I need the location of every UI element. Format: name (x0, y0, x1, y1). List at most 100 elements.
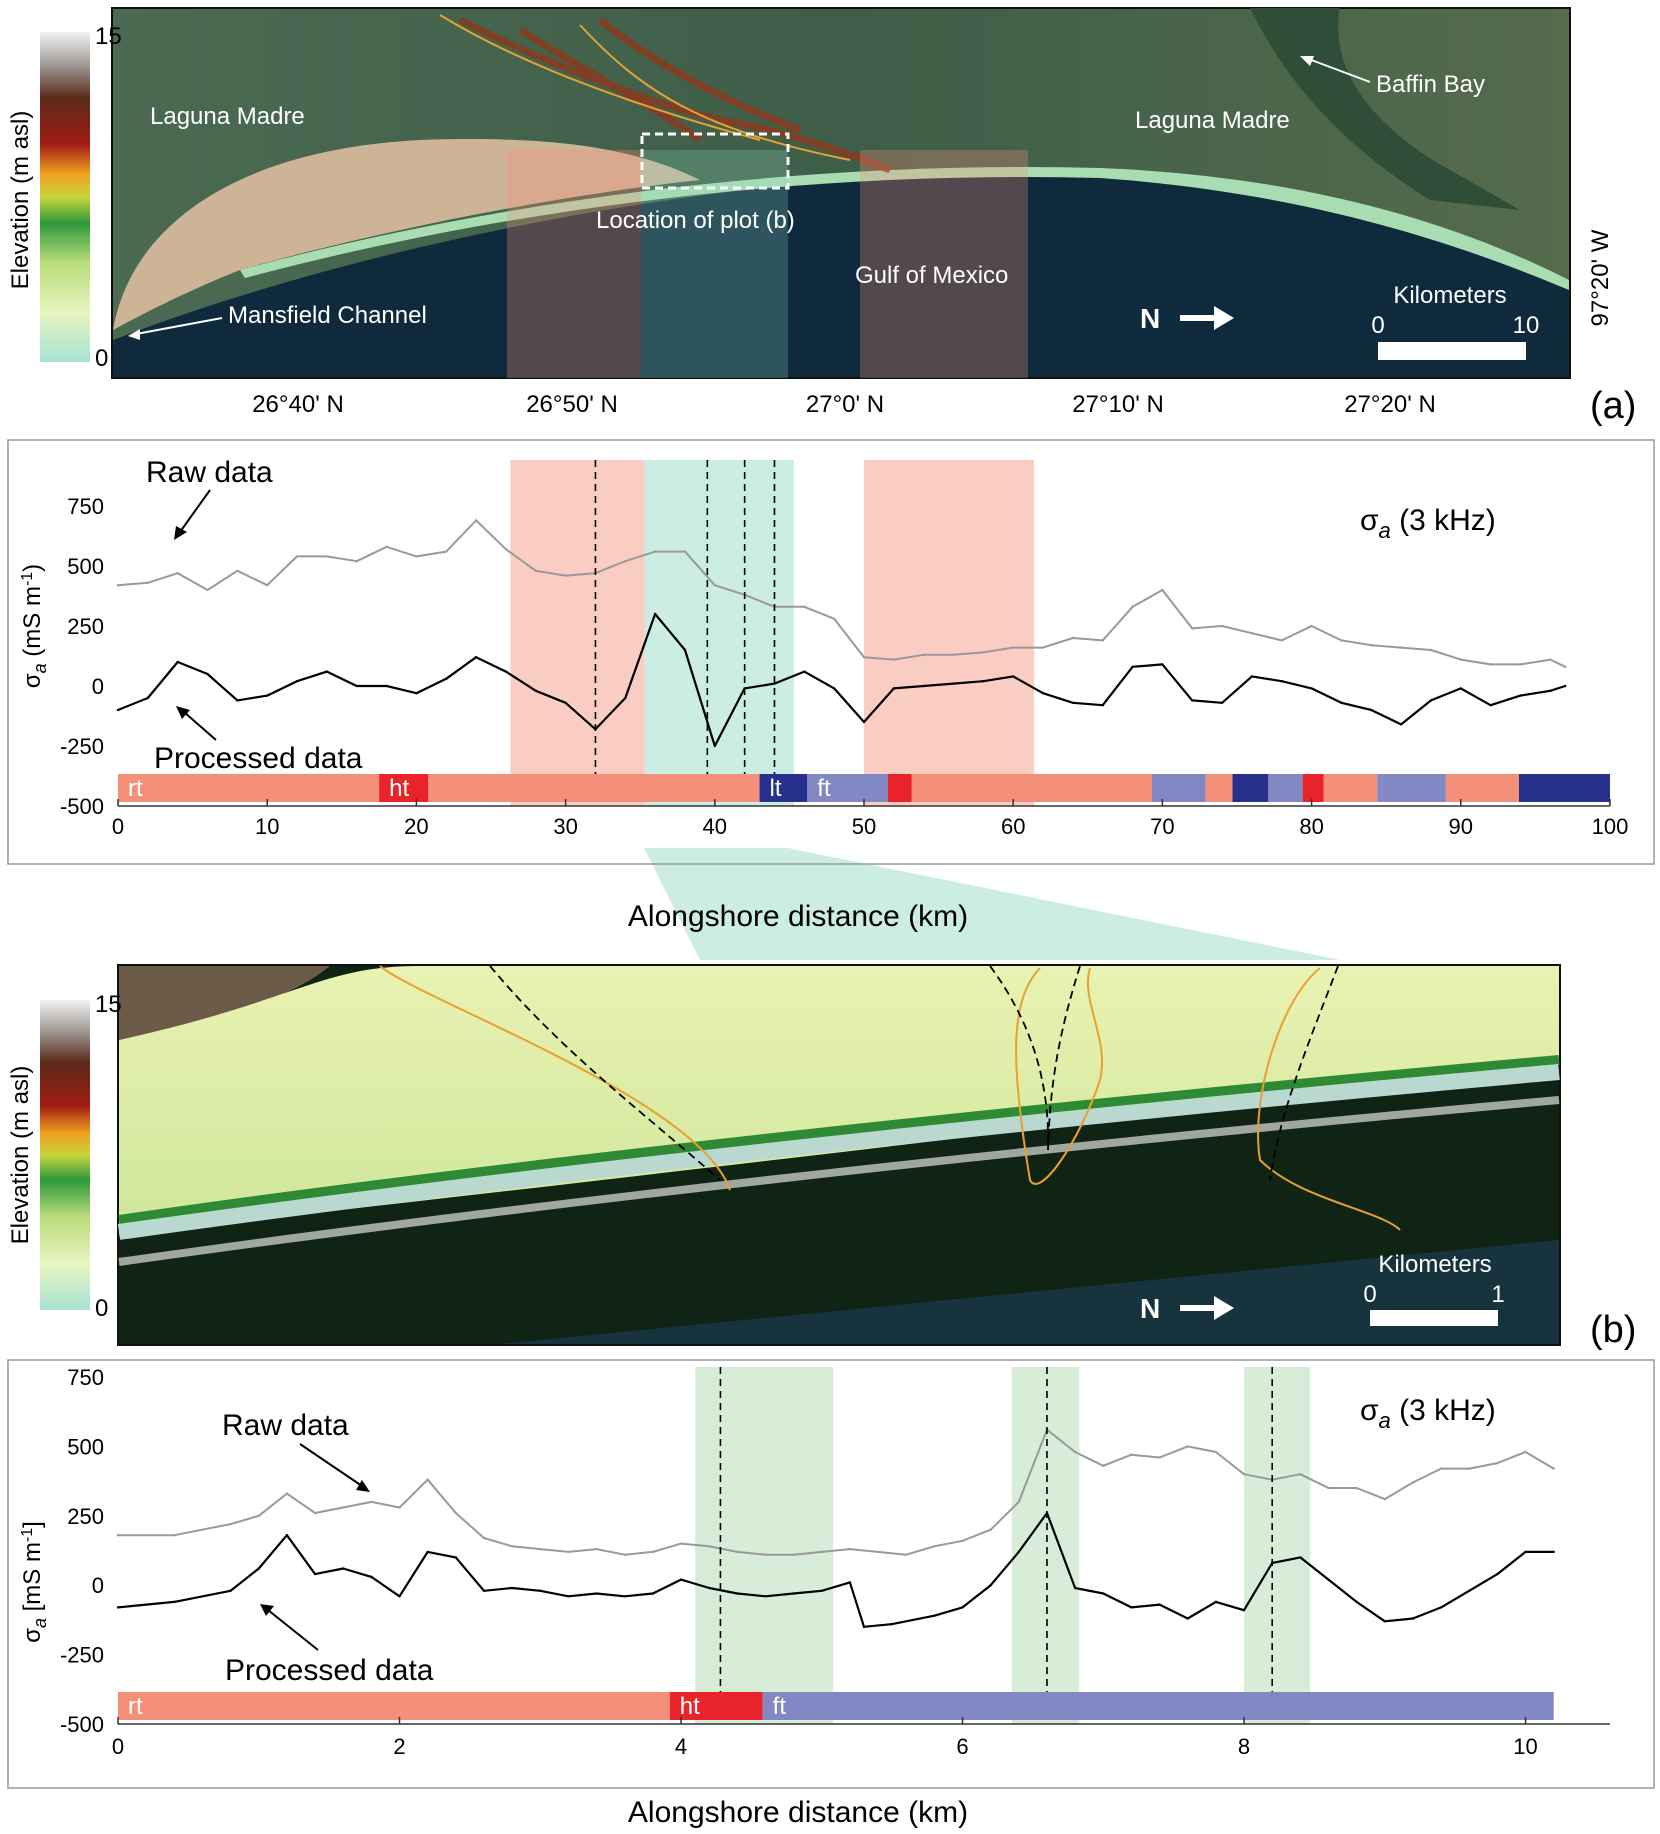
processed-data-point (370, 1575, 373, 1579)
processed-data-point (285, 1534, 289, 1537)
label-laguna-left: Laguna Madre (150, 103, 305, 130)
y-tick-label: 750 (67, 494, 104, 519)
raw-data-point (1459, 658, 1463, 661)
raw-arrowhead-a (174, 526, 187, 540)
raw-data-point (1250, 632, 1254, 635)
raw-data-point (1383, 1497, 1386, 1501)
map-a-shade-2 (641, 150, 788, 378)
shaded-band (1011, 1367, 1080, 1724)
series-label-b-main: σ (1360, 1394, 1379, 1427)
processed-data-point (1327, 1578, 1330, 1581)
raw-data-point (534, 569, 537, 572)
x-tick-label: 80 (1299, 814, 1323, 839)
series-label-a: σa (3 kHz) (1360, 504, 1496, 543)
raw-data-point (325, 555, 329, 558)
processed-data-point (892, 687, 896, 690)
raw-data-point (683, 550, 687, 553)
map-b-contour-1 (379, 965, 731, 1191)
segment-label: ht (389, 775, 409, 802)
raw-data-point (989, 1528, 992, 1531)
colorbar-b-label: Elevation (m asl) (7, 1066, 34, 1245)
raw-arrowhead-b (356, 1480, 370, 1492)
raw-data-point (820, 1550, 823, 1554)
label-location: Location of plot (b) (596, 207, 795, 234)
raw-data-point (1552, 1467, 1555, 1470)
processed-data-point (1073, 1586, 1077, 1590)
processed-data-point (679, 1578, 683, 1581)
class-segment (118, 1692, 670, 1720)
processed-data-point (266, 694, 269, 697)
raw-data-point (623, 1553, 626, 1556)
raw-data-point (510, 1545, 514, 1548)
x-tick-label: 90 (1449, 814, 1473, 839)
raw-data-point (385, 545, 388, 548)
series-label-b-sub: a (1379, 1408, 1391, 1433)
segment-label: ht (680, 1693, 700, 1720)
raw-data-point (176, 572, 179, 575)
lat-tick: 26°40' N (252, 391, 344, 418)
processed-data-point (803, 670, 806, 673)
scale-bar-b (1370, 1310, 1498, 1326)
plot-a-dashed (594, 460, 776, 774)
xlabel-b: Alongshore distance (km) (628, 1796, 968, 1829)
km-zero-b: 0 (1363, 1281, 1376, 1308)
raw-data-point (342, 1506, 345, 1509)
processed-data-point (1158, 1603, 1161, 1606)
y-tick-label: 250 (67, 1504, 104, 1529)
raw-arrow-b (299, 1443, 363, 1487)
raw-arrow-a (179, 489, 211, 533)
raw-data-point (1411, 1481, 1415, 1484)
raw-data-point (922, 653, 925, 656)
processed-arrow-b (267, 1609, 319, 1651)
raw-data-point (1041, 646, 1045, 649)
processed-data-point (736, 1592, 739, 1595)
processed-data-point (961, 1606, 964, 1609)
colorbar-b-min: 0 (95, 1295, 108, 1322)
processed-data-point (229, 1589, 232, 1592)
processed-data-point (1012, 675, 1015, 678)
colorbar-a-label: Elevation (m asl) (7, 111, 34, 290)
ylabel-a-main: σ (19, 673, 46, 688)
processed-data-point (1220, 701, 1224, 704)
raw-data-point (803, 605, 806, 608)
processed-data-point (116, 708, 120, 712)
class-segment (759, 774, 808, 802)
processed-data-point (982, 680, 985, 683)
x-tick-label: 30 (553, 814, 577, 839)
arrow-baffin (1305, 57, 1371, 83)
processed-arrowhead-b (260, 1604, 274, 1616)
processed-data-point (504, 670, 508, 673)
raw-data-point (415, 555, 418, 558)
raw-data-point (1310, 624, 1313, 628)
raw-data-point (952, 653, 955, 656)
processed-data-point (1191, 699, 1194, 702)
x-tick-label: 10 (1513, 1734, 1537, 1759)
processed-data-point (862, 1625, 866, 1629)
processed-data-point (482, 1589, 486, 1592)
raw-data-point (426, 1478, 429, 1481)
colorbar-b-max: 15 (95, 991, 122, 1018)
series-label-a-rest: (3 kHz) (1391, 504, 1496, 537)
raw-data-point (1220, 624, 1224, 628)
processed-data-point (1429, 699, 1433, 702)
shaded-band (864, 460, 1035, 806)
ylabel-a-rest: (mS m (19, 586, 46, 663)
map-b-water-overlay (500, 1240, 1559, 1344)
plot-a-shaded (510, 460, 1035, 806)
raw-data-point (1073, 1450, 1077, 1454)
raw-data-point (454, 1511, 458, 1515)
raw-data-point (1191, 627, 1194, 630)
shaded-band (644, 460, 794, 806)
scale-bar (1378, 342, 1526, 360)
km-title-b: Kilometers (1378, 1251, 1491, 1278)
raw-data-point (1340, 639, 1343, 642)
north-arrow-icon (1180, 306, 1234, 330)
processed-data-point (1439, 1606, 1443, 1609)
y-tick-label: -250 (60, 734, 104, 759)
raw-data-point (1399, 646, 1403, 649)
plot-a-lines (116, 519, 1567, 748)
north-label-b: N (1140, 1293, 1160, 1324)
class-segment (1377, 774, 1446, 802)
processed-data-point (1489, 704, 1492, 707)
